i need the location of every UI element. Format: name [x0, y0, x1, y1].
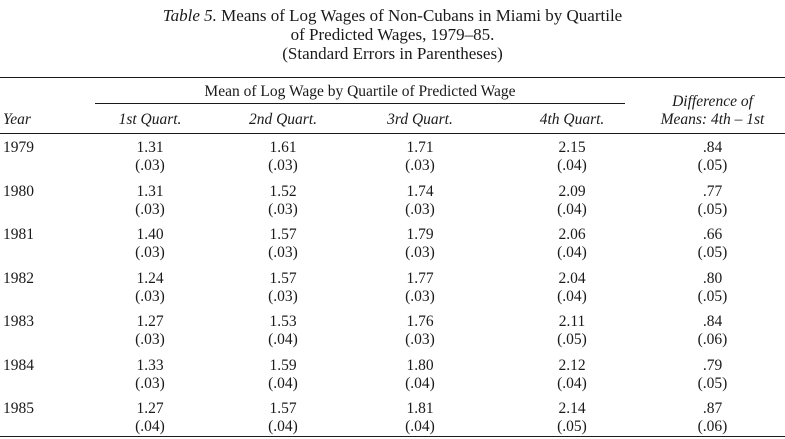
row-year: 1981 — [3, 226, 34, 243]
cell-q4-se: (.04) — [557, 201, 587, 218]
cell-q2-mean: 1.52 — [269, 183, 297, 200]
row-year: 1983 — [3, 313, 34, 330]
cell-q4-mean: 2.11 — [558, 313, 586, 330]
cell-q2-mean: 1.53 — [269, 313, 297, 330]
cell-diff-mean: .66 — [702, 226, 723, 243]
cell-diff-se: (.05) — [697, 288, 728, 305]
cell-q3-se: (.03) — [405, 201, 435, 218]
cell-q3-mean: 1.79 — [406, 226, 434, 243]
cell-q3-mean: 1.81 — [406, 400, 434, 417]
cell-q3-se: (.03) — [405, 244, 435, 261]
row-year: 1985 — [3, 400, 34, 417]
row-year: 1980 — [3, 183, 34, 200]
header-q1: 1st Quart. — [118, 111, 182, 128]
cell-diff-mean: .84 — [702, 313, 723, 330]
cell-q4-mean: 2.06 — [558, 226, 586, 243]
cell-q1-mean: 1.40 — [136, 226, 164, 243]
cell-q4-se: (.04) — [557, 375, 587, 392]
header-diff-line-1: Difference of — [672, 93, 753, 110]
header-rule — [0, 133, 785, 134]
row-year: 1982 — [3, 270, 34, 287]
cell-diff-se: (.06) — [697, 418, 728, 435]
cell-q3-mean: 1.74 — [406, 183, 434, 200]
cell-q2-mean: 1.61 — [269, 139, 297, 156]
cell-diff-se: (.05) — [697, 244, 728, 261]
header-q4: 4th Quart. — [539, 111, 605, 128]
cell-q1-mean: 1.24 — [136, 270, 164, 287]
header-q2: 2nd Quart. — [248, 111, 318, 128]
cell-q1-mean: 1.33 — [136, 357, 164, 374]
header-diff-line-2: Means: 4th – 1st — [660, 111, 765, 128]
cell-q4-mean: 2.12 — [558, 357, 586, 374]
cell-q3-se: (.03) — [405, 157, 435, 174]
cell-q4-mean: 2.04 — [558, 270, 586, 287]
cell-q1-se: (.04) — [135, 418, 165, 435]
cell-q3-se: (.04) — [405, 375, 435, 392]
cell-diff-mean: .79 — [702, 357, 723, 374]
cell-q3-mean: 1.71 — [406, 139, 434, 156]
cell-q1-se: (.03) — [135, 244, 165, 261]
spanner-rule — [95, 103, 625, 104]
cell-q1-se: (.03) — [135, 201, 165, 218]
table-label: Table 5. — [162, 6, 217, 25]
cell-diff-mean: .87 — [702, 400, 723, 417]
cell-q2-se: (.04) — [268, 331, 298, 348]
cell-q3-mean: 1.76 — [406, 313, 434, 330]
cell-q1-se: (.03) — [135, 157, 165, 174]
cell-q3-mean: 1.77 — [406, 270, 434, 287]
cell-q2-se: (.04) — [268, 418, 298, 435]
cell-q2-mean: 1.57 — [269, 400, 297, 417]
spanner-header: Mean of Log Wage by Quartile of Predicte… — [204, 83, 516, 100]
cell-q3-mean: 1.80 — [406, 357, 434, 374]
cell-q1-mean: 1.31 — [136, 139, 164, 156]
caption-line-3: (Standard Errors in Parentheses) — [282, 44, 503, 63]
cell-q2-se: (.03) — [268, 201, 298, 218]
cell-q1-mean: 1.27 — [136, 313, 164, 330]
cell-q4-se: (.04) — [557, 157, 587, 174]
cell-q4-se: (.05) — [557, 418, 587, 435]
header-year: Year — [3, 111, 31, 128]
cell-q3-se: (.03) — [405, 331, 435, 348]
caption-line-1: Table 5. Means of Log Wages of Non-Cuban… — [0, 6, 785, 25]
cell-q2-se: (.03) — [268, 288, 298, 305]
cell-q3-se: (.03) — [405, 288, 435, 305]
cell-q2-se: (.04) — [268, 375, 298, 392]
caption-line-2: of Predicted Wages, 1979–85. — [290, 25, 495, 44]
table-caption: Table 5. Means of Log Wages of Non-Cuban… — [0, 6, 785, 63]
cell-diff-se: (.05) — [697, 201, 728, 218]
cell-q2-mean: 1.57 — [269, 226, 297, 243]
caption-title: Means of Log Wages of Non-Cubans in Miam… — [221, 6, 623, 25]
cell-q4-se: (.05) — [557, 331, 587, 348]
cell-q1-se: (.03) — [135, 288, 165, 305]
cell-diff-mean: .77 — [702, 183, 723, 200]
cell-q4-mean: 2.14 — [558, 400, 586, 417]
cell-q1-mean: 1.27 — [136, 400, 164, 417]
cell-q1-mean: 1.31 — [136, 183, 164, 200]
cell-q2-mean: 1.59 — [269, 357, 297, 374]
cell-diff-se: (.06) — [697, 331, 728, 348]
cell-q4-mean: 2.09 — [558, 183, 586, 200]
row-year: 1979 — [3, 139, 34, 156]
cell-q4-se: (.04) — [557, 288, 587, 305]
cell-q4-mean: 2.15 — [558, 139, 586, 156]
cell-q1-se: (.03) — [135, 331, 165, 348]
cell-diff-se: (.05) — [697, 375, 728, 392]
bottom-rule — [0, 436, 785, 437]
cell-diff-mean: .80 — [702, 270, 723, 287]
row-year: 1984 — [3, 357, 34, 374]
header-q3: 3rd Quart. — [387, 111, 453, 128]
cell-q2-mean: 1.57 — [269, 270, 297, 287]
cell-diff-se: (.05) — [697, 157, 728, 174]
cell-q2-se: (.03) — [268, 244, 298, 261]
cell-q2-se: (.03) — [268, 157, 298, 174]
cell-q3-se: (.04) — [405, 418, 435, 435]
top-rule — [0, 77, 785, 78]
cell-diff-mean: .84 — [702, 139, 723, 156]
cell-q1-se: (.03) — [135, 375, 165, 392]
cell-q4-se: (.04) — [557, 244, 587, 261]
